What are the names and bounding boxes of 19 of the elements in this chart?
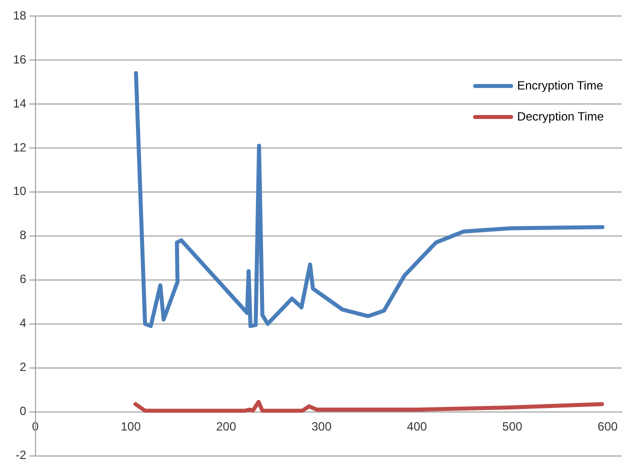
y-tick-label: 16 xyxy=(12,52,27,66)
y-tick-label: 2 xyxy=(20,360,27,374)
x-tick-label: 200 xyxy=(216,419,236,434)
x-tick-label: 300 xyxy=(312,419,332,434)
y-tick-label: 18 xyxy=(12,8,27,22)
x-tick-label: 600 xyxy=(598,419,618,434)
y-tick-label: 10 xyxy=(12,184,27,198)
x-tick-label: 100 xyxy=(120,419,142,434)
y-tick-label: 14 xyxy=(12,96,27,110)
y-tick-label: 4 xyxy=(20,316,27,330)
y-tick-label: -2 xyxy=(16,448,27,462)
y-tick-label: 12 xyxy=(12,140,27,154)
x-tick-label: 400 xyxy=(406,419,428,434)
y-tick-label: 0 xyxy=(20,404,27,418)
x-tick-label: 500 xyxy=(502,419,523,434)
y-tick-label: 8 xyxy=(20,228,27,242)
legend-label: Encryption Time xyxy=(517,78,604,92)
y-tick-label: 6 xyxy=(20,272,27,286)
legend-label: Decryption Time xyxy=(517,109,604,124)
